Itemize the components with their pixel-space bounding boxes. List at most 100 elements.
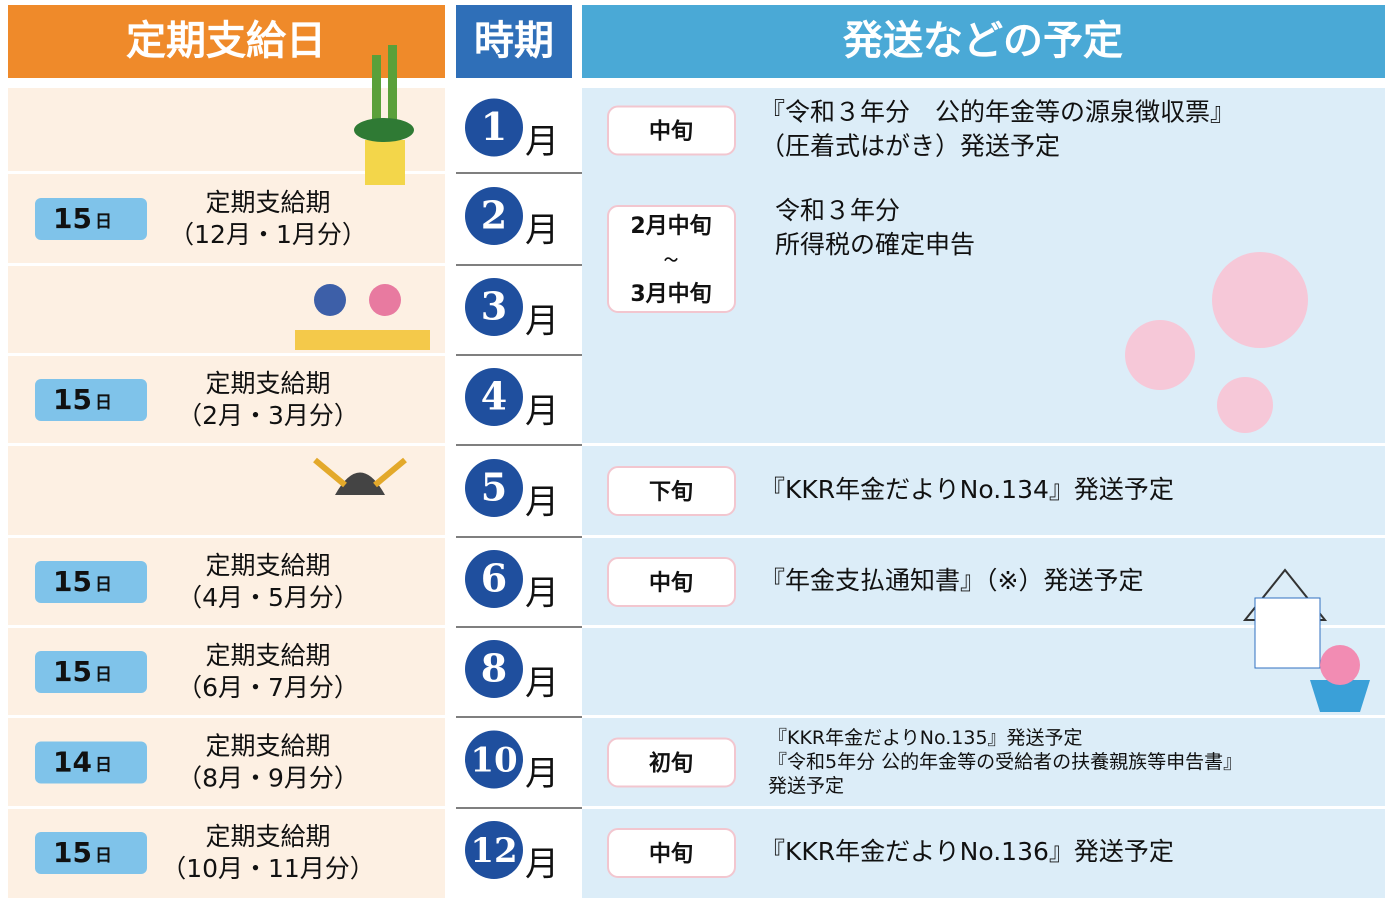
timing-label: 初旬 <box>649 751 693 777</box>
timing-label: 中旬 <box>649 119 693 145</box>
month-circle <box>465 821 523 879</box>
month-circle <box>465 459 523 517</box>
day-unit: 日 <box>95 756 112 776</box>
pay-months: （2月・3月分） <box>177 401 359 430</box>
day-number: 15 <box>53 202 92 235</box>
month-unit: 月 <box>525 754 559 794</box>
day-number: 15 <box>53 565 92 598</box>
kakigori-bowl <box>1310 680 1370 712</box>
kadomatsu-base <box>365 140 405 185</box>
schedule-text: 所得税の確定申告 <box>775 230 975 259</box>
decorations <box>295 45 1370 712</box>
day-badge <box>35 379 147 421</box>
kabuto <box>335 472 385 495</box>
pay-months: （8月・9月分） <box>177 764 359 793</box>
month-number: 6 <box>481 556 507 601</box>
timing-badge <box>607 466 736 516</box>
schedule-text: （圧着式はがき）発送予定 <box>760 132 1060 161</box>
row-separator <box>582 806 1385 809</box>
schedule-text: 発送予定 <box>768 775 844 797</box>
header-period-bg <box>456 5 572 78</box>
timing-label: 中旬 <box>649 570 693 596</box>
row-separator <box>582 535 1385 538</box>
schedule-text: 『KKR年金だよりNo.135』発送予定 <box>768 727 1083 749</box>
row-separator <box>8 806 445 809</box>
header-payday: 定期支給日 <box>126 18 326 64</box>
timing-label: 中旬 <box>649 841 693 867</box>
schedule-text: 『令和３年分 公的年金等の源泉徴収票』 <box>760 98 1235 127</box>
kakigori-ice <box>1320 645 1360 685</box>
timing-badge <box>607 205 736 313</box>
pay-months: （6月・7月分） <box>177 673 359 702</box>
month-unit: 月 <box>525 211 559 251</box>
day-unit: 日 <box>95 846 112 866</box>
timing-label: 下旬 <box>649 479 693 505</box>
pay-title: 定期支給期 <box>205 822 330 851</box>
kabuto-horns <box>313 457 407 488</box>
day-number: 15 <box>53 655 92 688</box>
day-badge <box>35 561 147 603</box>
row-separator <box>582 715 1385 718</box>
hina-doll <box>369 284 401 316</box>
pay-title: 定期支給期 <box>205 732 330 761</box>
schedule-text: 『KKR年金だよりNo.136』発送予定 <box>760 837 1174 866</box>
month-circle <box>465 550 523 608</box>
timing-label: 2月中旬 <box>630 213 711 239</box>
month-number: 8 <box>481 646 507 691</box>
pay-months: （4月・5月分） <box>177 583 359 612</box>
sakura <box>1125 320 1195 390</box>
row-separator <box>8 535 445 538</box>
month-number: 2 <box>481 193 507 238</box>
pay-title: 定期支給期 <box>205 641 330 670</box>
row-separator <box>582 443 1385 446</box>
month-circle <box>465 730 523 789</box>
month-circle <box>465 187 523 245</box>
day-number: 14 <box>53 746 92 779</box>
month-number: 1 <box>481 104 507 149</box>
month-number: 4 <box>481 374 507 419</box>
timing-badge <box>607 828 736 878</box>
month-unit: 月 <box>525 122 559 162</box>
pay-title: 定期支給期 <box>205 551 330 580</box>
timing-badge <box>607 737 736 788</box>
month-unit: 月 <box>525 302 559 342</box>
row-separator <box>8 443 445 446</box>
day-unit: 日 <box>95 665 112 685</box>
pay-title: 定期支給期 <box>205 188 330 217</box>
row-separator <box>582 625 1385 628</box>
pay-months: （12月・1月分） <box>169 220 367 249</box>
timing-badge <box>607 105 736 156</box>
month-circle <box>465 640 523 698</box>
header-schedule-bg <box>582 5 1385 78</box>
kadomatsu-pine <box>354 118 414 142</box>
month-unit: 月 <box>525 574 559 614</box>
month-unit: 月 <box>525 392 559 432</box>
header-period: 時期 <box>474 18 554 64</box>
pay-title: 定期支給期 <box>205 369 330 398</box>
kakigori-flag <box>1254 597 1321 669</box>
timing-label: ～ <box>664 253 678 269</box>
month-number: 3 <box>481 284 507 329</box>
month-number: 10 <box>470 741 517 781</box>
day-unit: 日 <box>95 575 112 595</box>
day-badge <box>35 198 147 240</box>
schedule-text: 『令和5年分 公的年金等の受給者の扶養親族等申告書』 <box>768 751 1242 773</box>
month-number: 5 <box>481 465 507 510</box>
day-number: 15 <box>53 383 92 416</box>
month-circle <box>465 278 523 336</box>
day-number: 15 <box>53 836 92 869</box>
row-separator <box>8 353 445 356</box>
row-separator <box>8 625 445 628</box>
month-circle <box>465 368 523 426</box>
month-unit: 月 <box>525 845 559 885</box>
day-badge <box>35 651 147 693</box>
sakura <box>1212 252 1308 348</box>
kadomatsu-bamboo <box>388 45 397 140</box>
timing-label: 3月中旬 <box>630 281 711 307</box>
day-badge <box>35 741 147 784</box>
month-unit: 月 <box>525 664 559 704</box>
schedule-text: 『年金支払通知書』（※）発送予定 <box>760 566 1143 595</box>
row-separator <box>8 171 445 174</box>
row-separator <box>8 715 445 718</box>
